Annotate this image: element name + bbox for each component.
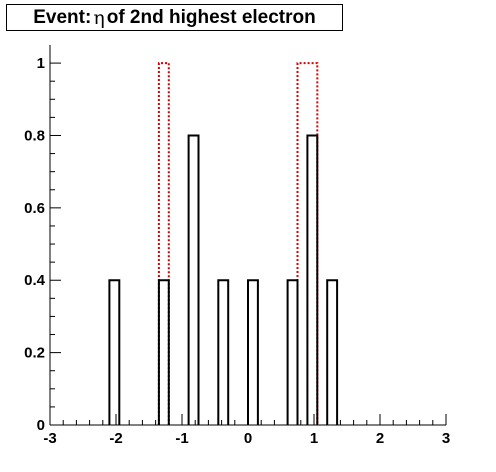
x-tick-label: 0 bbox=[244, 430, 252, 447]
title-suffix: of 2nd highest electron bbox=[106, 6, 316, 28]
y-tick-label: 0.8 bbox=[24, 127, 45, 144]
x-tick-label: 2 bbox=[376, 430, 384, 447]
title-prefix: Event: bbox=[33, 6, 92, 28]
solid-bar-5 bbox=[286, 279, 299, 425]
solid-bar-3 bbox=[217, 279, 230, 425]
x-tick-label: -2 bbox=[109, 430, 122, 447]
axes: -3 -2 -1 0 1 2 3 0 0.2 0.4 0.6 0.8 1 bbox=[24, 45, 450, 447]
title-eta-symbol: η bbox=[93, 6, 105, 29]
y-tick-label: 0.6 bbox=[24, 200, 45, 217]
x-tick-label: 1 bbox=[310, 430, 318, 447]
solid-bar-4 bbox=[247, 279, 259, 425]
dotted-bar-0 bbox=[157, 62, 170, 425]
histogram-marks bbox=[108, 62, 339, 425]
solid-bar-0 bbox=[108, 279, 121, 425]
y-tick-label: 0.2 bbox=[24, 345, 45, 362]
x-tick-label: 3 bbox=[442, 430, 450, 447]
x-tick-label: -3 bbox=[43, 430, 56, 447]
x-tick-label: -1 bbox=[175, 430, 188, 447]
solid-bar-7 bbox=[326, 279, 339, 425]
dotted-bar-1 bbox=[296, 62, 319, 425]
y-tick-label: 0.4 bbox=[24, 272, 46, 289]
solid-bar-6 bbox=[306, 134, 319, 425]
chart-title: Event: η of 2nd highest electron bbox=[6, 4, 343, 31]
y-tick-label: 1 bbox=[37, 55, 45, 72]
y-tick-label: 0 bbox=[37, 417, 45, 434]
solid-bar-2 bbox=[187, 134, 200, 425]
solid-bar-1 bbox=[157, 279, 170, 425]
